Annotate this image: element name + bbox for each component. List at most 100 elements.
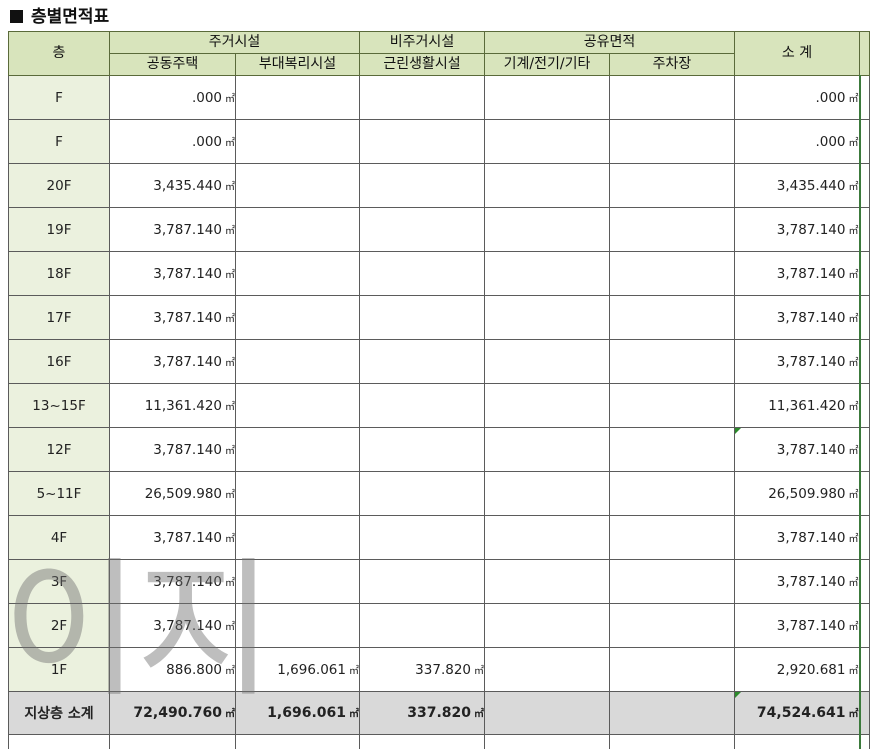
parking-cell[interactable]	[610, 384, 735, 428]
mechanical-cell[interactable]	[485, 340, 610, 384]
floor-cell[interactable]: 4F	[9, 516, 110, 560]
neighborhood-cell[interactable]	[360, 384, 485, 428]
auxiliary-cell[interactable]	[236, 208, 360, 252]
parking-cell[interactable]	[610, 296, 735, 340]
floor-cell[interactable]: 13~15F	[9, 384, 110, 428]
auxiliary-cell[interactable]	[236, 296, 360, 340]
auxiliary-cell[interactable]	[236, 604, 360, 648]
auxiliary-cell[interactable]	[236, 560, 360, 604]
mechanical-cell[interactable]	[485, 120, 610, 164]
mechanical-cell[interactable]	[485, 604, 610, 648]
floor-cell[interactable]: 17F	[9, 296, 110, 340]
mechanical-cell[interactable]	[485, 516, 610, 560]
mechanical-cell[interactable]	[485, 428, 610, 472]
neighborhood-cell[interactable]	[360, 252, 485, 296]
auxiliary-cell[interactable]	[236, 120, 360, 164]
neighborhood-cell[interactable]	[360, 120, 485, 164]
auxiliary-cell[interactable]	[236, 472, 360, 516]
parking-cell[interactable]	[610, 428, 735, 472]
parking-cell[interactable]	[610, 560, 735, 604]
mechanical-cell[interactable]	[485, 692, 610, 735]
floor-cell[interactable]: F	[9, 76, 110, 120]
auxiliary-cell[interactable]	[236, 384, 360, 428]
auxiliary-cell[interactable]	[236, 164, 360, 208]
parking-cell[interactable]	[610, 252, 735, 296]
mechanical-cell[interactable]	[485, 252, 610, 296]
mechanical-cell[interactable]	[485, 208, 610, 252]
mechanical-cell[interactable]	[485, 560, 610, 604]
parking-cell[interactable]	[610, 472, 735, 516]
parking-cell[interactable]	[610, 164, 735, 208]
floor-cell[interactable]: 3F	[9, 560, 110, 604]
parking-cell[interactable]	[610, 208, 735, 252]
mechanical-cell[interactable]	[485, 76, 610, 120]
neighborhood-cell[interactable]	[360, 340, 485, 384]
floor-cell[interactable]: 16F	[9, 340, 110, 384]
floor-cell[interactable]: 지상층 소계	[9, 692, 110, 735]
floor-cell[interactable]: 2F	[9, 604, 110, 648]
neighborhood-cell[interactable]	[360, 76, 485, 120]
floor-cell[interactable]: 12F	[9, 428, 110, 472]
floor-cell[interactable]: 19F	[9, 208, 110, 252]
neighborhood-cell[interactable]	[360, 428, 485, 472]
mechanical-cell[interactable]	[485, 648, 610, 692]
auxiliary-cell[interactable]	[236, 516, 360, 560]
auxiliary-cell[interactable]	[236, 428, 360, 472]
mechanical-cell[interactable]	[485, 164, 610, 208]
floor-cell[interactable]: F	[9, 120, 110, 164]
floor-cell[interactable]: 5~11F	[9, 472, 110, 516]
auxiliary-cell[interactable]	[236, 340, 360, 384]
neighborhood-cell[interactable]	[360, 516, 485, 560]
neighborhood-cell[interactable]	[360, 604, 485, 648]
parking-cell[interactable]	[610, 76, 735, 120]
parking-cell[interactable]	[610, 692, 735, 735]
neighborhood-cell[interactable]	[360, 472, 485, 516]
mechanical-cell[interactable]	[485, 384, 610, 428]
floor-cell[interactable]: 20F	[9, 164, 110, 208]
neighborhood-cell[interactable]	[360, 208, 485, 252]
parking-cell[interactable]	[610, 120, 735, 164]
auxiliary-cell[interactable]	[236, 252, 360, 296]
auxiliary-cell[interactable]	[236, 76, 360, 120]
neighborhood-cell[interactable]	[360, 296, 485, 340]
neighborhood-cell[interactable]	[360, 164, 485, 208]
parking-cell[interactable]	[610, 604, 735, 648]
floor-cell[interactable]: 1F	[9, 648, 110, 692]
parking-cell[interactable]	[610, 340, 735, 384]
mechanical-cell[interactable]	[485, 296, 610, 340]
floor-cell[interactable]: 18F	[9, 252, 110, 296]
neighborhood-cell[interactable]	[360, 560, 485, 604]
parking-cell[interactable]	[610, 516, 735, 560]
